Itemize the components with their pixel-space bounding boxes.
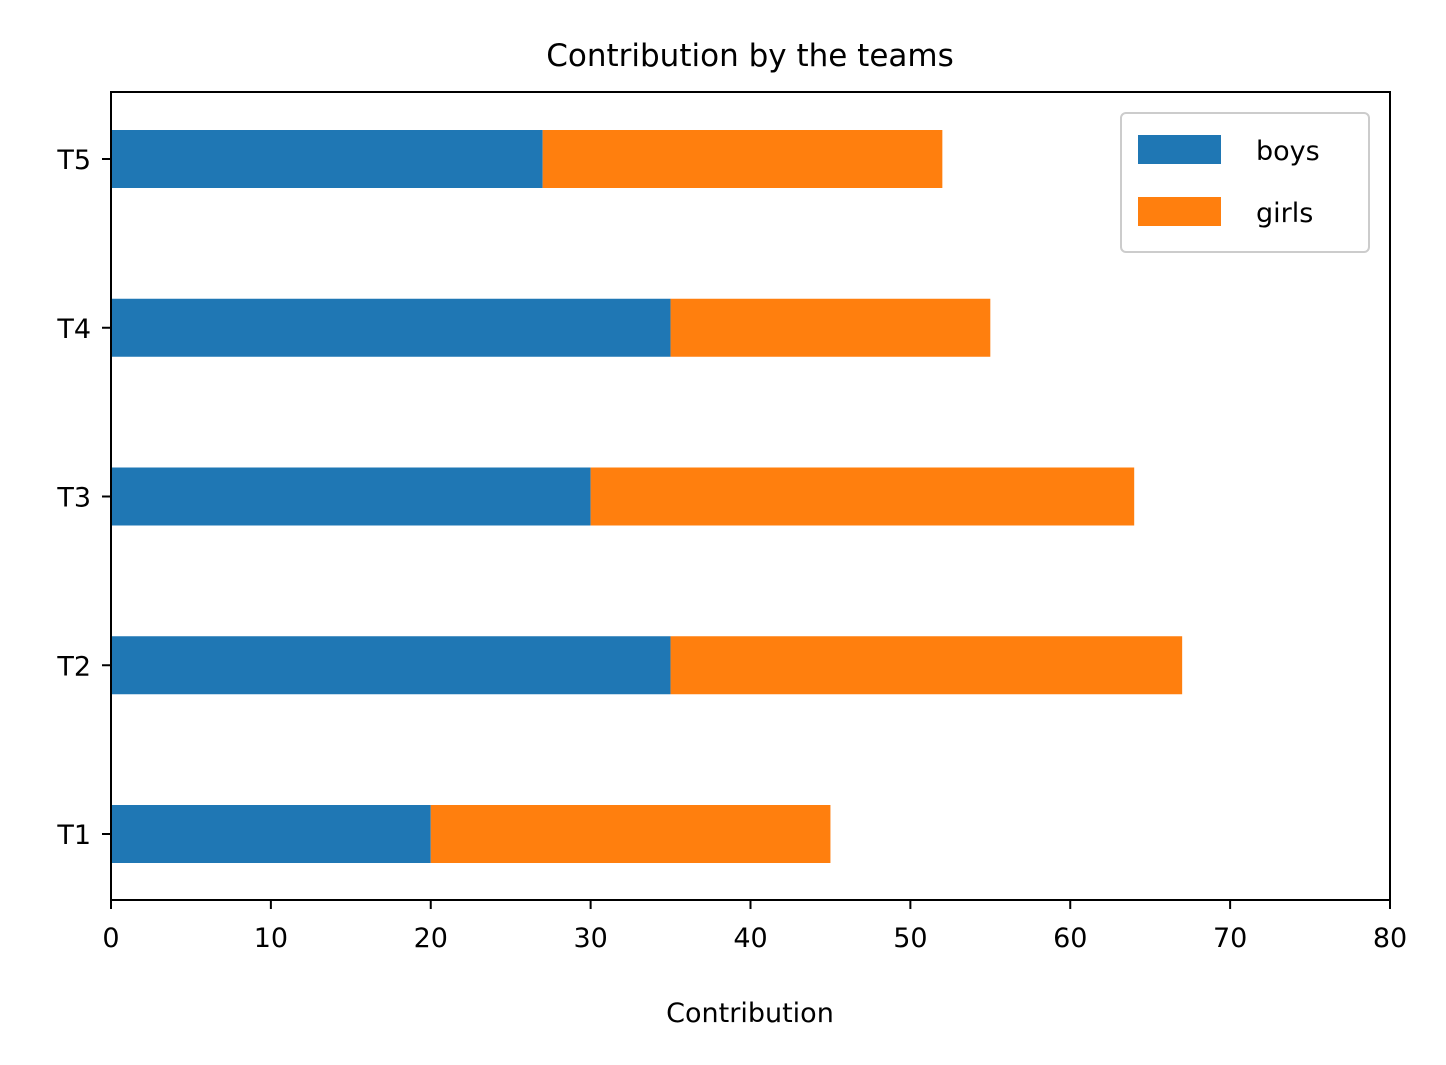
- bars-layer: [111, 130, 1183, 863]
- bar-t4-series-0: [111, 298, 671, 357]
- y-tick-label: T3: [56, 483, 91, 514]
- x-axis-label: Contribution: [666, 998, 834, 1029]
- x-tick-label: 40: [733, 923, 767, 954]
- legend-swatch: [1138, 135, 1221, 164]
- bar-t3-series-0: [111, 467, 591, 526]
- x-tick-label: 0: [102, 923, 119, 954]
- legend: boys girls: [1120, 112, 1370, 253]
- x-tick-label: 60: [1053, 923, 1087, 954]
- x-tick-label: 80: [1373, 923, 1407, 954]
- bar-t4-series-1: [670, 298, 991, 357]
- bar-t1-series-1: [430, 805, 831, 863]
- legend-swatch: [1138, 197, 1221, 226]
- bar-t5-series-0: [111, 130, 543, 188]
- chart-title: Contribution by the teams: [546, 38, 954, 74]
- bar-t2-series-1: [670, 636, 1183, 695]
- bar-t5-series-1: [542, 130, 943, 188]
- bar-t1-series-0: [111, 805, 431, 863]
- y-tick-label: T4: [56, 314, 91, 345]
- bar-t2-series-0: [111, 636, 671, 695]
- x-tick-label: 70: [1213, 923, 1247, 954]
- x-tick-label: 50: [893, 923, 927, 954]
- x-tick-label: 30: [573, 923, 607, 954]
- legend-label: girls: [1256, 198, 1313, 229]
- legend-label: boys: [1256, 136, 1320, 167]
- x-tick-label: 20: [414, 923, 448, 954]
- bar-t3-series-1: [590, 467, 1135, 526]
- legend-frame: [1120, 112, 1370, 253]
- y-tick-label: T2: [56, 651, 91, 682]
- y-axis-ticks: T1 T2 T3 T4 T5: [56, 145, 111, 851]
- x-axis-ticks: 0 10 20 30 40 50 60 70 80: [102, 900, 1407, 954]
- y-tick-label: T5: [56, 145, 91, 176]
- x-tick-label: 10: [254, 923, 288, 954]
- y-tick-label: T1: [56, 820, 91, 851]
- plot-area-frame: [110, 91, 1391, 901]
